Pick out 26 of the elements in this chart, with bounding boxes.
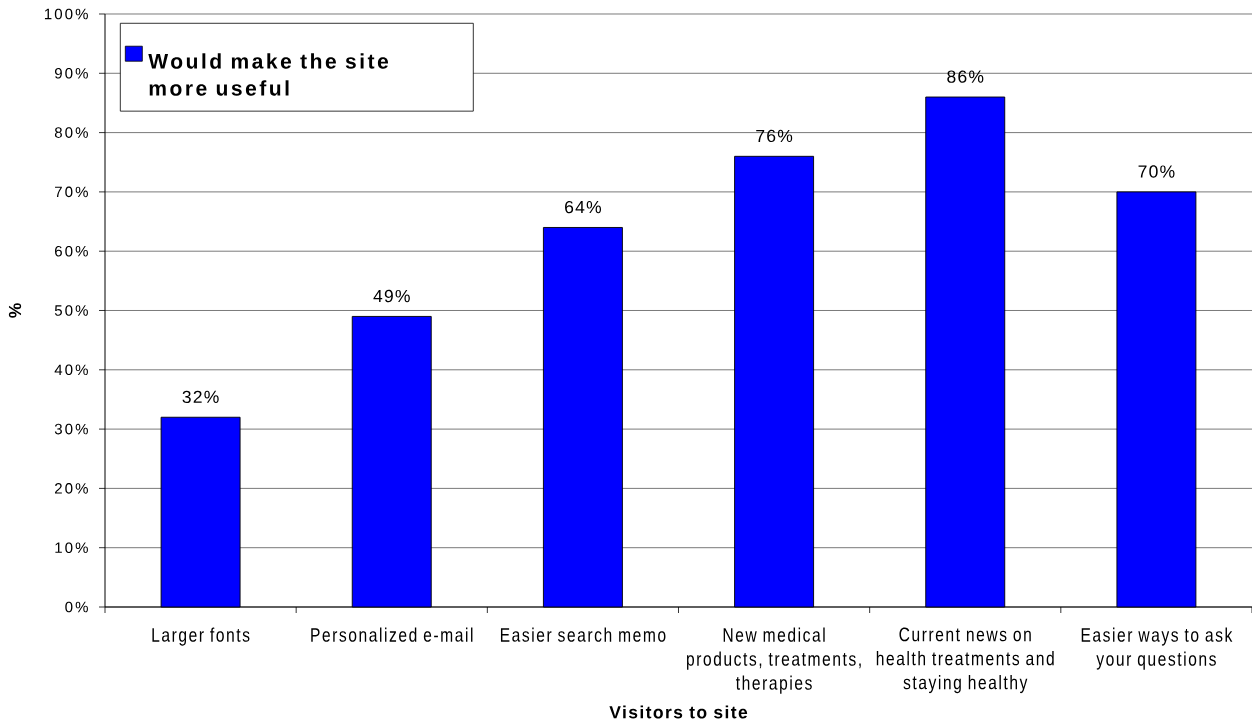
y-tick-label: 70% — [55, 186, 88, 198]
y-tick-label: 50% — [54, 305, 88, 316]
data-label: 49% — [373, 289, 410, 303]
x-tick-label: Easier search memo — [500, 627, 666, 642]
x-tick-label: Current news on health treatments and staying healthy — [876, 627, 1054, 694]
x-tick-label: New medical products, treatments, therapies — [686, 627, 861, 694]
y-tick-label: 60% — [55, 245, 88, 257]
x-tick-label: Personalized e-mail — [311, 627, 473, 642]
y-tick-label: 0% — [65, 601, 88, 613]
data-label: 64% — [565, 200, 602, 214]
y-tick-label: 90% — [54, 67, 88, 79]
x-tick-label: Easier ways to ask your questions — [1081, 627, 1233, 670]
y-tick-label: 40% — [54, 364, 88, 376]
y-tick-label: 30% — [54, 423, 88, 435]
data-label: 32% — [182, 390, 219, 404]
y-tick-label: 100% — [44, 8, 88, 20]
data-label: 70% — [1138, 165, 1175, 178]
x-tick-label: Larger fonts — [152, 627, 250, 646]
legend-label: Would make the site more useful — [148, 53, 389, 96]
data-label: 86% — [947, 70, 984, 83]
data-label: 76% — [756, 129, 793, 143]
y-tick-label: 10% — [55, 542, 88, 553]
y-tick-label: 20% — [55, 483, 88, 494]
x-axis-title: Visitors to site — [609, 705, 748, 719]
y-tick-label: 80% — [54, 127, 88, 138]
y-axis-title: % — [8, 303, 22, 318]
